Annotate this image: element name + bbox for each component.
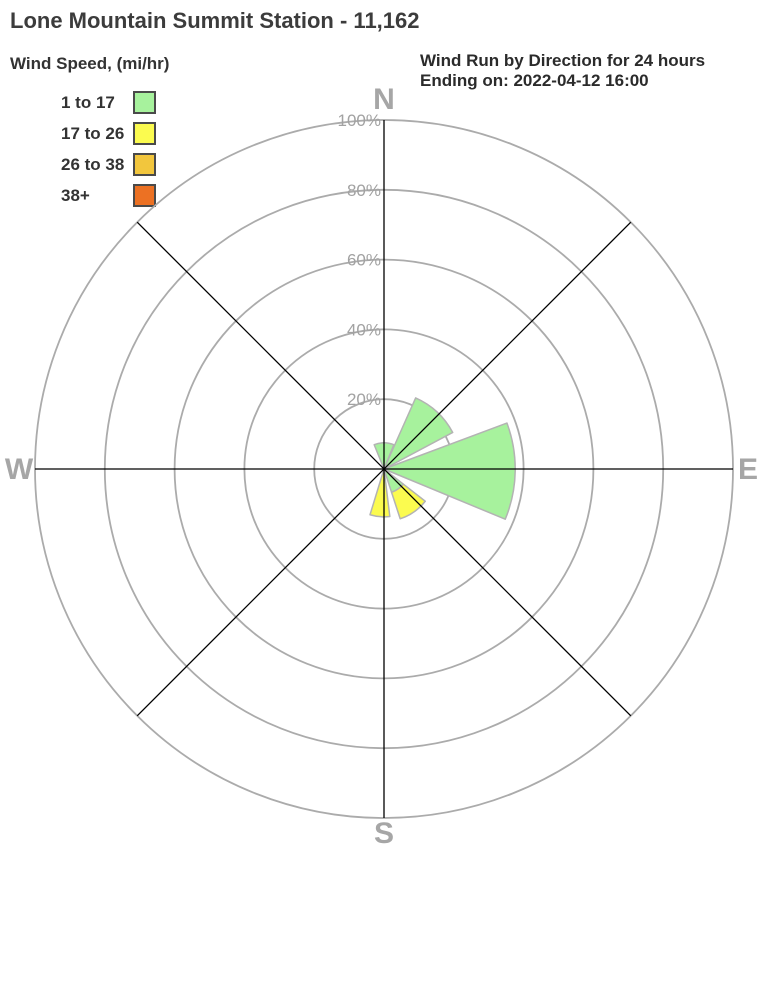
- legend-item-label: 26 to 38: [61, 154, 125, 174]
- legend-item-label: 17 to 26: [61, 123, 125, 143]
- compass-label-north: N: [373, 83, 395, 116]
- legend-item-label: 1 to 17: [61, 92, 115, 112]
- ring-label: 20%: [347, 390, 381, 409]
- annotation-line1: Wind Run by Direction for 24 hours: [420, 51, 706, 70]
- wind-speed-legend: 1 to 17 17 to 26 26 to 38 38+: [61, 87, 156, 211]
- chart-annotation: Wind Run by Direction for 24 hours Endin…: [420, 51, 705, 91]
- legend-item: 26 to 38: [61, 149, 156, 180]
- page-title: Lone Mountain Summit Station - 11,162: [10, 8, 420, 33]
- petal-SE-17-to-26: [390, 483, 427, 520]
- legend-swatch-yellow: [133, 122, 156, 145]
- legend-swatch-amber: [133, 153, 156, 176]
- legend-swatch-green: [133, 91, 156, 114]
- legend-item: 17 to 26: [61, 118, 156, 149]
- compass-label-east: E: [737, 453, 759, 486]
- ring-label: 60%: [347, 251, 381, 270]
- annotation-line2: Ending on: 2022-04-12 16:00: [420, 71, 649, 90]
- legend-item-label: 38+: [61, 185, 90, 205]
- legend-item: 38+: [61, 180, 156, 211]
- compass-label-west: W: [4, 453, 34, 486]
- ring-label: 40%: [347, 320, 381, 339]
- compass-label-south: S: [373, 817, 395, 850]
- petal-E-1-to-17: [383, 422, 516, 520]
- legend-item: 1 to 17: [61, 87, 156, 118]
- axis-line: [136, 221, 632, 717]
- ring-label: 80%: [347, 181, 381, 200]
- legend-title: Wind Speed, (mi/hr): [10, 54, 170, 73]
- legend-swatch-orange: [133, 184, 156, 207]
- ring-label: 100%: [338, 111, 381, 130]
